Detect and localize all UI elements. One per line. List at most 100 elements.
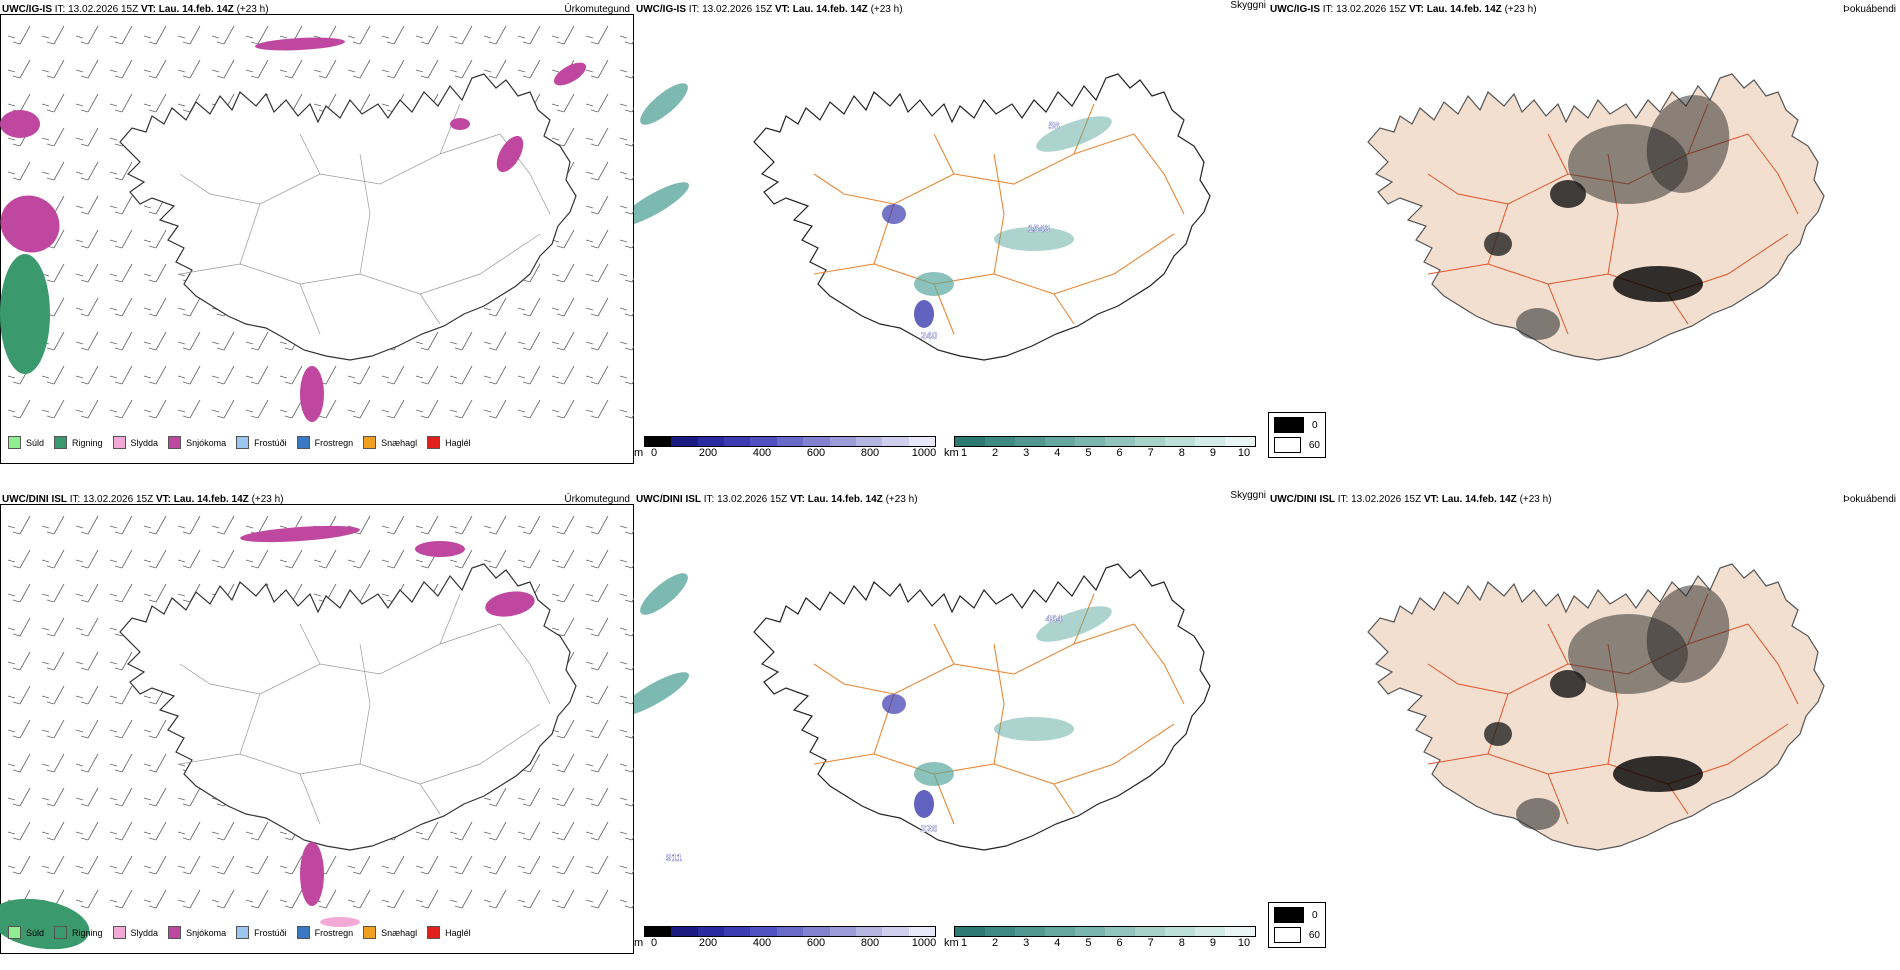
snow-area	[300, 842, 324, 906]
legend-label: Snjókoma	[186, 437, 227, 448]
wind-barb	[75, 617, 99, 637]
iceland-outline	[753, 563, 1211, 851]
wind-barb	[109, 365, 133, 385]
wind-barb	[619, 239, 634, 249]
colorbar-cell	[985, 437, 1015, 446]
colorbar-cell	[750, 437, 777, 446]
wind-barb	[211, 855, 235, 875]
wind-barb	[245, 399, 269, 419]
wind-barb	[619, 137, 634, 147]
wind-barb	[245, 365, 269, 385]
colorbar-tick-label: 200	[698, 937, 718, 949]
panel-title: UWC/IG-IS IT: 13.02.2026 15Z VT: Lau. 14…	[2, 4, 269, 15]
wind-barb	[109, 889, 133, 909]
road-line	[179, 173, 261, 205]
legend-label: Snæhagl	[381, 437, 418, 448]
wind-barb	[551, 787, 575, 807]
legend-label: Slydda	[130, 437, 159, 448]
wind-barb	[517, 515, 541, 535]
precip-legend-item: Snjókoma	[168, 436, 226, 449]
wind-barb	[7, 25, 31, 45]
valid-label: VT:	[774, 4, 790, 15]
colorbar-ticks: 0 200 400 600 800 1000	[634, 447, 936, 461]
lead-time: (+23 h)	[1504, 4, 1537, 15]
wind-barb	[41, 685, 65, 705]
fog-indicator-area	[1516, 798, 1560, 830]
wind-barb	[109, 821, 133, 841]
wind-barb	[109, 59, 133, 79]
precip-legend-item: Slydda	[112, 926, 158, 939]
road-line	[1133, 133, 1185, 215]
legend-label: 0	[1312, 909, 1318, 921]
wind-barb	[585, 753, 609, 773]
iceland-outline	[119, 73, 577, 361]
model-name: UWC/IG-IS	[2, 4, 52, 15]
wind-barb	[75, 753, 99, 773]
colorbar-cell	[829, 437, 856, 446]
fog-legend-item: 60	[1274, 437, 1320, 453]
wind-barb	[7, 855, 31, 875]
wind-barb	[347, 399, 371, 419]
precip-legend-item: Frostúði	[236, 926, 287, 939]
road-line	[1053, 293, 1075, 325]
fog-legend: 0 60	[1268, 412, 1326, 458]
wind-barb	[41, 617, 65, 637]
wind-barb	[381, 25, 405, 45]
valid-label: VT:	[1423, 494, 1439, 505]
wind-barb	[449, 515, 473, 535]
panel-title: UWC/DINI ISL IT: 13.02.2026 15Z VT: Lau.…	[636, 494, 918, 505]
wind-barb	[381, 549, 405, 569]
colorbar-tick-label: 600	[806, 937, 826, 949]
wind-barb	[449, 549, 473, 569]
wind-barb	[585, 263, 609, 283]
wind-barb	[551, 821, 575, 841]
wind-barb	[41, 651, 65, 671]
legend-label: Snjókoma	[186, 927, 227, 938]
wind-barb	[483, 365, 507, 385]
sleet-area	[320, 917, 360, 927]
road-line	[1747, 133, 1799, 215]
wind-barb	[143, 753, 167, 773]
colorbar-cell	[908, 437, 935, 446]
wind-barb	[585, 617, 609, 637]
wind-barb	[551, 297, 575, 317]
road-line	[359, 153, 371, 275]
wind-barb	[415, 59, 439, 79]
panel-type-label: Úrkomutegund	[564, 4, 630, 15]
colorbar-cell	[882, 437, 909, 446]
cloud-value-label: 226	[921, 824, 938, 835]
wind-barb	[585, 821, 609, 841]
colorbar-cell	[724, 437, 751, 446]
colorbar-cell	[1195, 927, 1225, 936]
legend-label: Rigning	[72, 927, 103, 938]
precip-legend-item: Súld	[8, 436, 44, 449]
legend-label: 60	[1308, 439, 1320, 451]
wind-barb	[517, 59, 541, 79]
precip-map	[0, 25, 634, 422]
wind-barb	[347, 365, 371, 385]
legend-swatch	[168, 926, 182, 939]
colorbar-cell	[1225, 927, 1255, 936]
wind-barb	[551, 889, 575, 909]
wind-barb	[449, 25, 473, 45]
legend-swatch	[236, 436, 250, 449]
wind-barb	[585, 399, 609, 419]
wind-barb	[75, 365, 99, 385]
colorbar-strip	[954, 436, 1256, 447]
colorbar-tick-label: 2	[992, 447, 999, 459]
wind-barb	[75, 263, 99, 283]
colorbar-cell	[776, 927, 804, 936]
colorbar-cell	[671, 437, 698, 446]
road-line	[299, 623, 321, 665]
colorbar-tick-label: 400	[752, 447, 772, 459]
wind-barb	[177, 821, 201, 841]
wind-barb	[75, 719, 99, 739]
wind-barb	[415, 889, 439, 909]
fog-map	[1367, 73, 1825, 361]
wind-barb	[619, 763, 634, 773]
wind-barb	[75, 59, 99, 79]
wind-barb	[143, 331, 167, 351]
colorbar-tick-label: 400	[752, 937, 772, 949]
ceiling-area	[882, 204, 906, 224]
snow-area	[255, 37, 345, 51]
